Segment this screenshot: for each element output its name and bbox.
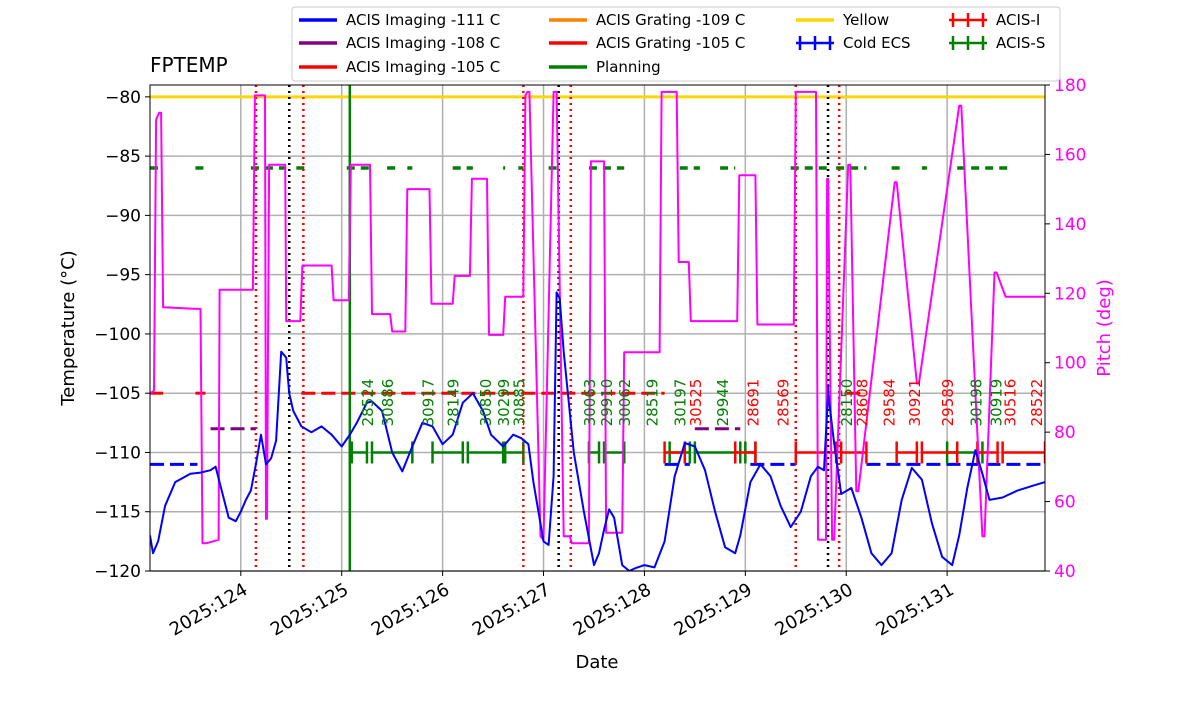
y2-tick-label: 40 — [1054, 562, 1076, 582]
obsid-label: 30885 — [510, 379, 528, 427]
obsid-label: 28149 — [445, 379, 463, 427]
legend: ACIS Imaging -111 C ACIS Imaging -108 C AC… — [291, 6, 1061, 82]
x-tick-label: 2025:124 — [166, 579, 251, 640]
obsid-label: 28524 — [359, 379, 377, 427]
obsid-label: 30921 — [906, 379, 924, 427]
obsid-label: 28522 — [1028, 379, 1046, 427]
obsid-label: 29589 — [939, 379, 957, 427]
obsid-label: 30197 — [672, 379, 690, 427]
obsid-label: 28150 — [838, 379, 856, 427]
y-tick-label: −80 — [105, 88, 141, 108]
x-tick-label: 2025:127 — [469, 579, 554, 640]
x-tick-label: 2025:128 — [570, 579, 655, 640]
obsid-label: 30919 — [988, 379, 1006, 427]
y2-tick-label: 140 — [1054, 215, 1086, 235]
y-tick-label: −120 — [94, 562, 141, 582]
y-tick-label: −110 — [94, 443, 141, 463]
obsid-label: 30198 — [967, 379, 985, 427]
y-tick-label: −100 — [94, 325, 141, 345]
legend-label: Planning — [596, 58, 661, 76]
legend-label: ACIS-S — [996, 34, 1045, 52]
y-tick-label: −115 — [94, 503, 141, 523]
obsid-label: 30886 — [379, 379, 397, 427]
y2-tick-label: 180 — [1054, 76, 1086, 96]
legend-label: ACIS Imaging -108 C — [346, 34, 500, 52]
y-axis-label: Temperature (°C) — [58, 250, 79, 406]
x-tick-label: 2025:126 — [368, 579, 453, 640]
obsid-label: 29944 — [714, 379, 732, 427]
obsid-label: 28608 — [853, 379, 871, 427]
chart-title: FPTEMP — [150, 53, 228, 77]
obsid-label: 29910 — [598, 379, 616, 427]
x-tick-label: 2025:130 — [772, 579, 857, 640]
x-tick-label: 2025:131 — [872, 579, 957, 640]
legend-label: ACIS-I — [996, 11, 1040, 29]
y-tick-label: −95 — [105, 266, 141, 286]
y-tick-label: −105 — [94, 384, 141, 404]
x-tick-label: 2025:125 — [267, 579, 352, 640]
fptemp-line — [150, 291, 1045, 571]
y2-axis-label: Pitch (deg) — [1094, 279, 1115, 377]
obsid-label: 28519 — [643, 379, 661, 427]
y-tick-label: −90 — [105, 206, 141, 226]
obsid-label: 30299 — [495, 379, 513, 427]
obsid-label: 30850 — [477, 379, 495, 427]
obsid-label: 30063 — [581, 379, 599, 427]
plot-frame — [149, 84, 1046, 572]
legend-label: Yellow — [842, 11, 889, 29]
y2-tick-label: 160 — [1054, 145, 1086, 165]
y2-tick-label: 60 — [1054, 493, 1076, 513]
legend-box — [291, 6, 1061, 82]
legend-label: ACIS Imaging -111 C — [346, 11, 500, 29]
obsid-label: 30917 — [419, 379, 437, 427]
y2-tick-label: 120 — [1054, 284, 1086, 304]
legend-label: Cold ECS — [843, 34, 911, 52]
y2-tick-label: 100 — [1054, 354, 1086, 374]
legend-label: ACIS Imaging -105 C — [346, 58, 500, 76]
legend-label: ACIS Grating -109 C — [596, 11, 745, 29]
y2-tick-label: 80 — [1054, 423, 1076, 443]
x-axis-label: Date — [575, 652, 618, 673]
obsid-label: 29584 — [881, 379, 899, 427]
legend-label: ACIS Grating -105 C — [596, 34, 745, 52]
x-tick-label: 2025:129 — [671, 579, 756, 640]
y-tick-label: −85 — [105, 147, 141, 167]
obsid-label: 28691 — [744, 379, 762, 427]
obsid-label: 30516 — [1002, 379, 1020, 427]
obsid-label: 30525 — [687, 379, 705, 427]
obsid-label: 28569 — [775, 379, 793, 427]
plot-background — [150, 85, 1045, 571]
obsid-label: 30062 — [616, 379, 634, 427]
